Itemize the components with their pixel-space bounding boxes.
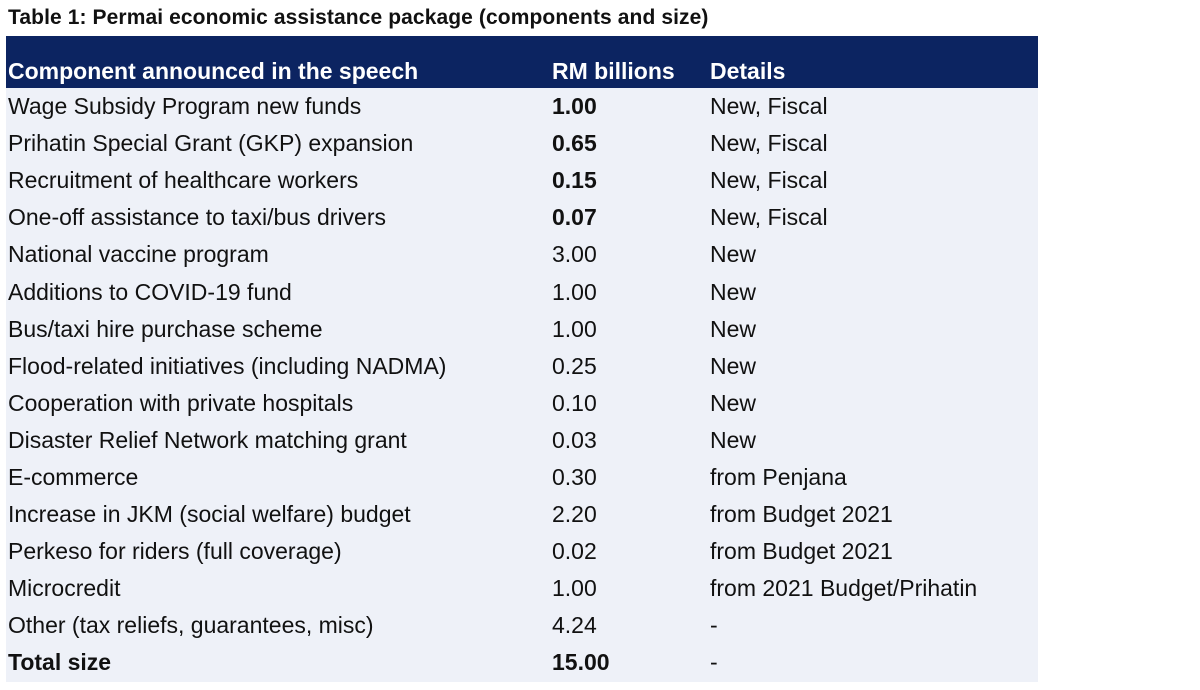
component-cell: Total size xyxy=(8,649,112,676)
component-cell: National vaccine program xyxy=(8,241,269,268)
component-cell: Microcredit xyxy=(8,575,121,602)
details-cell: New xyxy=(710,278,757,305)
component-cell: Flood-related initiatives (including NAD… xyxy=(8,352,447,379)
rm-billions-cell: 4.24 xyxy=(552,612,597,639)
details-cell: from Budget 2021 xyxy=(710,538,893,565)
table-body: Wage Subsidy Program new funds 1.00 New, F… xyxy=(6,88,1038,682)
details-cell: from Penjana xyxy=(710,463,847,490)
component-cell: Recruitment of healthcare workers xyxy=(8,167,359,194)
header-rm-billions: RM billions xyxy=(552,58,675,84)
rm-billions-cell: 3.00 xyxy=(552,241,597,268)
component-cell: Disaster Relief Network matching grant xyxy=(8,426,407,453)
rm-billions-cell: 0.30 xyxy=(552,463,597,490)
details-cell: New xyxy=(710,352,757,379)
rm-billions-cell: 0.03 xyxy=(552,426,597,453)
component-cell: One-off assistance to taxi/bus drivers xyxy=(8,204,386,231)
rm-billions-cell: 1.00 xyxy=(552,575,597,602)
details-cell: New xyxy=(710,389,757,416)
details-cell: New, Fiscal xyxy=(710,130,828,157)
details-cell: - xyxy=(710,612,718,639)
component-cell: Cooperation with private hospitals xyxy=(8,389,354,416)
rm-billions-cell: 0.10 xyxy=(552,389,597,416)
details-cell: New, Fiscal xyxy=(710,167,828,194)
table-row: Bus/taxi hire purchase scheme 1.00 New xyxy=(6,310,1038,348)
rm-billions-cell: 1.00 xyxy=(552,278,597,305)
table-header: Component announced in the speech RM bil… xyxy=(6,36,1038,88)
table-row: Other (tax reliefs, guarantees, misc) 4.2… xyxy=(6,607,1038,645)
table-row: Flood-related initiatives (including NAD… xyxy=(6,347,1038,385)
details-cell: New, Fiscal xyxy=(710,93,828,120)
header-component: Component announced in the speech xyxy=(8,58,419,84)
details-cell: New xyxy=(710,241,757,268)
table-row: National vaccine program 3.00 New xyxy=(6,236,1038,274)
header-row: Component announced in the speech RM bil… xyxy=(6,36,1038,88)
table-row: Prihatin Special Grant (GKP) expansion 0.… xyxy=(6,125,1038,163)
rm-billions-cell: 2.20 xyxy=(552,501,597,528)
table-row: Disaster Relief Network matching grant 0.… xyxy=(6,421,1038,459)
details-cell: New xyxy=(710,315,757,342)
table-row: One-off assistance to taxi/bus drivers 0.… xyxy=(6,199,1038,237)
table-row: Increase in JKM (social welfare) budget 2… xyxy=(6,496,1038,534)
details-cell: - xyxy=(710,649,718,676)
component-cell: Increase in JKM (social welfare) budget xyxy=(8,501,411,528)
header-details: Details xyxy=(710,58,786,84)
details-cell: New xyxy=(710,426,757,453)
rm-billions-cell: 15.00 xyxy=(552,649,610,676)
details-cell: from 2021 Budget/Prihatin xyxy=(710,575,978,602)
component-cell: Other (tax reliefs, guarantees, misc) xyxy=(8,612,374,639)
rm-billions-cell: 0.15 xyxy=(552,167,597,194)
rm-billions-cell: 1.00 xyxy=(552,93,597,120)
component-cell: Prihatin Special Grant (GKP) expansion xyxy=(8,130,414,157)
component-cell: Additions to COVID-19 fund xyxy=(8,278,292,305)
rm-billions-cell: 0.65 xyxy=(552,130,597,157)
table-row: Microcredit 1.00 from 2021 Budget/Prihatin xyxy=(6,570,1038,608)
table-row: Additions to COVID-19 fund 1.00 New xyxy=(6,273,1038,311)
rm-billions-cell: 1.00 xyxy=(552,315,597,342)
table-row: E-commerce 0.30 from Penjana xyxy=(6,458,1038,497)
table-row: Cooperation with private hospitals 0.10 Ne… xyxy=(6,384,1038,422)
assistance-package-table: Component announced in the speech RM bil… xyxy=(6,36,1038,682)
component-cell: Wage Subsidy Program new funds xyxy=(8,93,362,120)
component-cell: Perkeso for riders (full coverage) xyxy=(8,538,342,565)
rm-billions-cell: 0.07 xyxy=(552,204,597,231)
total-row: Total size 15.00 - xyxy=(6,644,1038,682)
table-caption: Table 1: Permai economic assistance pack… xyxy=(8,6,709,29)
rm-billions-cell: 0.25 xyxy=(552,352,597,379)
table-row: Wage Subsidy Program new funds 1.00 New, F… xyxy=(6,88,1038,126)
rm-billions-cell: 0.02 xyxy=(552,538,597,565)
details-cell: New, Fiscal xyxy=(710,204,828,231)
details-cell: from Budget 2021 xyxy=(710,501,893,528)
table-row: Recruitment of healthcare workers 0.15 New… xyxy=(6,162,1038,200)
component-cell: Bus/taxi hire purchase scheme xyxy=(8,315,323,342)
table-row: Perkeso for riders (full coverage) 0.02 fr… xyxy=(6,533,1038,571)
component-cell: E-commerce xyxy=(8,463,139,490)
